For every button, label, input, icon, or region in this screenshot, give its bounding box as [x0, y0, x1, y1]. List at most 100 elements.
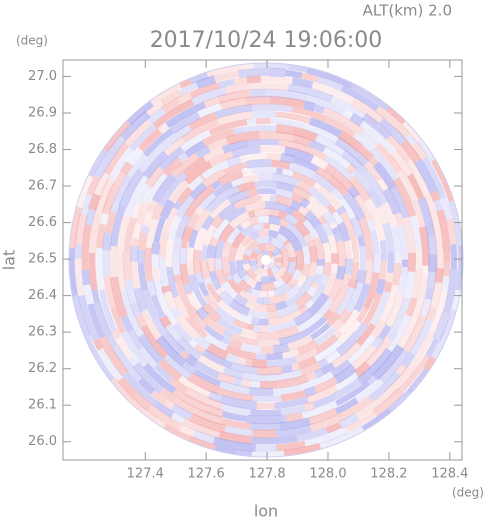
echo-segment [145, 99, 165, 117]
echo-segment [430, 158, 455, 203]
echo-segment [260, 281, 277, 292]
echo-segment [280, 389, 307, 402]
echo-segment [374, 142, 403, 174]
echo-segment [431, 319, 455, 361]
echo-segment [339, 211, 355, 231]
echo-segment [181, 360, 198, 375]
echo-segment [335, 380, 371, 407]
echo-segment [291, 126, 319, 142]
y-tick-label: 26.7 [28, 179, 57, 194]
echo-segment [232, 318, 249, 330]
echo-segment [256, 260, 266, 269]
echo-segment [158, 146, 185, 171]
echo-segment [222, 240, 233, 251]
echo-segment [170, 306, 182, 319]
echo-segment [199, 260, 211, 280]
echo-segment [383, 281, 393, 293]
echo-segment [354, 194, 370, 215]
echo-segment [74, 212, 89, 246]
echo-segment [399, 355, 430, 393]
echo-segment [218, 290, 235, 307]
echo-segment [316, 75, 344, 92]
echo-segment [221, 336, 232, 346]
echo-segment [129, 245, 139, 262]
echo-segment [108, 147, 134, 182]
echo-segment [98, 335, 129, 377]
echo-segment [137, 128, 163, 153]
echo-segment [275, 325, 300, 340]
echo-segment [193, 360, 221, 380]
echo-segment [144, 218, 159, 249]
echo-segment [369, 290, 391, 327]
echo-segment [246, 414, 283, 425]
echo-segment [138, 138, 173, 174]
echo-segment [252, 110, 277, 119]
echo-segment [245, 357, 253, 368]
echo-segment [178, 423, 196, 438]
echo-segment [101, 183, 121, 216]
echo-segment [354, 361, 372, 378]
echo-segment [250, 379, 261, 390]
y-tick-label: 26.1 [28, 398, 57, 413]
echo-segment [298, 274, 315, 296]
echo-segment [154, 401, 175, 419]
echo-segment [292, 133, 311, 147]
echo-segment [224, 425, 253, 438]
echo-segment [254, 281, 263, 291]
echo-segment [291, 185, 312, 202]
echo-segment [402, 314, 428, 354]
echo-segment [363, 161, 383, 183]
echo-segment [356, 235, 366, 247]
echo-segment [295, 311, 323, 334]
echo-segment [237, 181, 256, 193]
echo-segment [267, 180, 278, 189]
echo-segment [352, 132, 375, 153]
echo-segment [221, 410, 248, 423]
echo-segment [317, 357, 330, 369]
echo-segment [321, 209, 337, 226]
echo-segment [169, 110, 201, 134]
echo-segment [267, 268, 274, 277]
echo-segment [159, 199, 176, 219]
echo-segment [214, 104, 253, 119]
echo-segment [307, 194, 329, 215]
echo-segment [152, 278, 166, 299]
echo-segment [271, 159, 291, 170]
echo-segment [201, 348, 234, 369]
echo-segment [297, 204, 310, 217]
echo-segment [304, 401, 315, 412]
echo-segment [241, 273, 252, 284]
echo-segment [352, 247, 360, 263]
echo-segment [323, 163, 354, 191]
echo-segment [211, 279, 223, 291]
echo-segment [297, 303, 310, 315]
x-axis-label: lon [254, 502, 278, 521]
echo-segment [145, 280, 158, 297]
echo-segment [201, 224, 218, 247]
echo-segment [287, 83, 334, 103]
echo-segment [358, 217, 373, 244]
echo-segment [355, 392, 389, 420]
echo-segment [293, 219, 311, 238]
echo-segment [102, 250, 111, 277]
echo-segment [386, 105, 407, 125]
echo-segment [176, 186, 193, 205]
echo-segment [266, 303, 277, 312]
echo-segment [247, 286, 254, 295]
echo-segment [180, 239, 189, 249]
echo-segment [162, 290, 178, 311]
echo-segment [297, 179, 312, 193]
echo-segment [247, 138, 280, 147]
echo-segment [297, 356, 318, 370]
echo-segment [430, 190, 441, 202]
echo-segment [157, 295, 179, 327]
echo-segment [93, 301, 113, 338]
echo-segment [101, 232, 113, 251]
echo-segment [286, 222, 298, 234]
echo-segment [256, 251, 266, 260]
echo-segment [233, 126, 245, 135]
echo-segment [296, 427, 328, 442]
y-tick-label: 26.4 [28, 288, 57, 303]
echo-segment [418, 226, 430, 266]
echo-segment [326, 311, 341, 327]
